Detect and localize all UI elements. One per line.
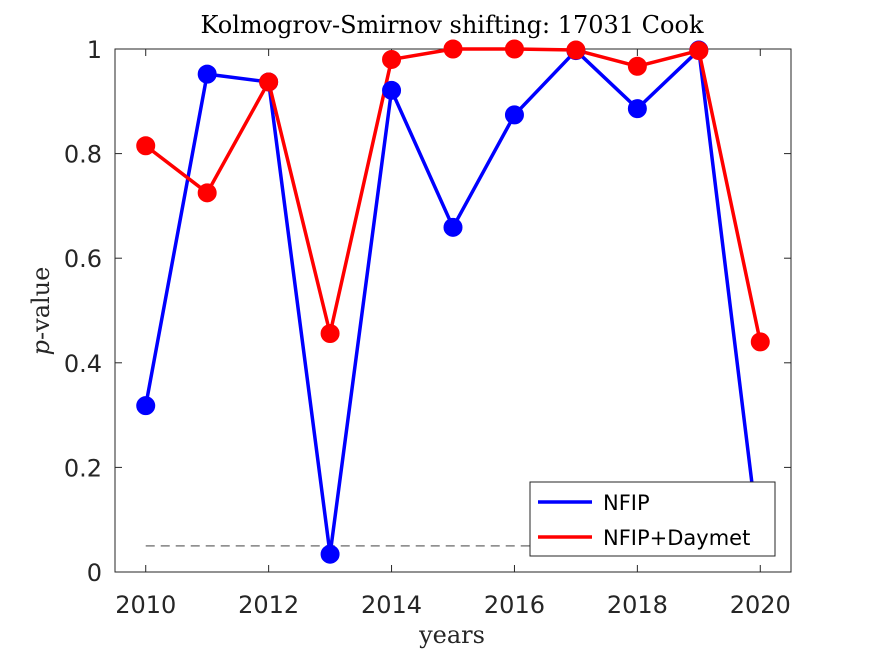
x-tick-label: 2012 [238, 591, 299, 619]
chart-title: Kolmogrov-Smirnov shifting: 17031 Cook [201, 11, 704, 39]
nfip-marker [320, 544, 340, 564]
legend-entry-nfip-daymet: NFIP+Daymet [603, 526, 750, 550]
axes: 2010 2012 2014 2016 2018 2020 0 0.2 0.4 0.6 0.8 1 [64, 36, 792, 619]
legend: NFIP NFIP+Daymet [529, 481, 776, 557]
nfip-marker [382, 80, 402, 100]
y-tick-label: 1 [87, 36, 102, 64]
nfip-marker [627, 99, 647, 119]
nfip-marker [136, 396, 156, 416]
nfip-daymet-marker [443, 39, 463, 59]
y-axis-label-rest: -value [27, 267, 55, 340]
nfip-marker [504, 105, 524, 125]
nfip-line [144, 48, 763, 556]
nfip-daymet-marker [750, 332, 770, 352]
nfip-daymet-marker [627, 56, 647, 76]
nfip-daymet-marker [136, 136, 156, 156]
legend-entry-nfip: NFIP [603, 491, 650, 515]
x-tick-label: 2018 [607, 591, 668, 619]
y-axis-label-italic-part: p [27, 340, 55, 355]
nfip-daymet-marker [320, 324, 340, 344]
y-tick-label: 0.4 [64, 350, 102, 378]
y-tick-label: 0.8 [64, 141, 102, 169]
nfip-daymet-marker [689, 41, 709, 61]
x-tick-label: 2010 [115, 591, 176, 619]
nfip-daymet-marker [566, 40, 586, 60]
y-tick-label: 0.6 [64, 245, 102, 273]
y-tick-label: 0.2 [64, 454, 102, 482]
nfip-daymet-marker [382, 49, 402, 69]
x-axis-label: years [418, 621, 485, 649]
series-group [136, 39, 770, 564]
y-axis-label: p-value [27, 267, 55, 356]
x-tick-label: 2014 [361, 591, 422, 619]
x-tick-label: 2016 [484, 591, 545, 619]
nfip-daymet-line [144, 47, 762, 343]
nfip-daymet-marker [259, 72, 279, 92]
nfip-daymet-marker [197, 183, 217, 203]
nfip-marker [443, 217, 463, 237]
nfip-daymet-marker [504, 39, 524, 59]
x-tick-label: 2020 [730, 591, 791, 619]
y-tick-label: 0 [87, 559, 102, 587]
nfip-marker [197, 64, 217, 84]
legend-box [529, 481, 776, 557]
